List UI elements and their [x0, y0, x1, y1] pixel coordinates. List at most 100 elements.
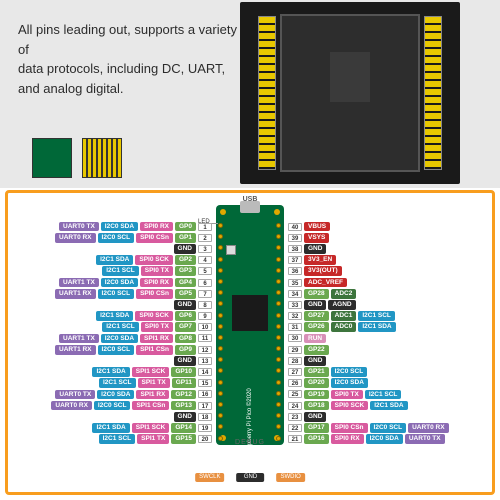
pin-row: 39VSYS — [288, 232, 488, 243]
pin-function-label: GND — [304, 300, 326, 310]
pin-function-label: SPI1 SCK — [132, 423, 170, 433]
pin-function-label: I2C1 SCL — [365, 390, 402, 400]
pin-number: 11 — [198, 334, 212, 342]
pin-function-label: GP20 — [304, 378, 329, 388]
pin-function-label: I2C0 SCL — [331, 367, 368, 377]
pin-row: UART1 RXI2C0 SCLSPI0 CSnGP57 — [12, 288, 212, 299]
pinout-diagram: USB LED Raspberry Pi Pico ©2020 UART0 TX… — [5, 190, 495, 495]
bootsel-button — [226, 245, 236, 255]
pin-function-label: AGND — [328, 300, 355, 310]
pin-number: 6 — [198, 279, 212, 287]
pin-function-label: UART1 RX — [55, 289, 96, 299]
pin-function-label: I2C0 SCL — [98, 289, 135, 299]
pin-function-label: SPI1 TX — [137, 434, 169, 444]
pin-function-label: 3V3(OUT) — [304, 266, 342, 276]
pin-function-label: SPI0 TX — [141, 322, 173, 332]
pin-number: 40 — [288, 223, 302, 231]
pin-row: 32GP27ADC1I2C1 SCL — [288, 311, 488, 322]
pin-number: 29 — [288, 346, 302, 354]
pin-number: 19 — [198, 424, 212, 432]
pin-function-label: SPI0 RX — [140, 278, 173, 288]
pin-function-label: GND — [174, 356, 196, 366]
pin-number: 27 — [288, 368, 302, 376]
pico-board: LED Raspberry Pi Pico ©2020 — [216, 205, 284, 445]
pin-function-label: UART1 RX — [55, 345, 96, 355]
pin-function-label: GP13 — [171, 401, 196, 411]
pin-function-label: SPI0 CSn — [136, 289, 173, 299]
pin-row: 29GP22 — [288, 344, 488, 355]
pin-function-label: I2C1 SDA — [358, 322, 395, 332]
pin-row: 21GP16SPI0 RXI2C0 SDAUART0 TX — [288, 434, 488, 445]
pin-function-label: UART0 TX — [405, 434, 445, 444]
pin-row: UART1 TXI2C0 SDASPI1 RXGP811 — [12, 333, 212, 344]
pin-number: 20 — [198, 435, 212, 443]
pin-function-label: I2C0 SDA — [366, 434, 403, 444]
pin-row: 25GP19SPI0 TXI2C1 SCL — [288, 389, 488, 400]
pin-number: 7 — [198, 290, 212, 298]
pin-number: 24 — [288, 402, 302, 410]
product-photo — [240, 2, 460, 184]
pin-number: 5 — [198, 267, 212, 275]
pin-function-label: GP19 — [304, 390, 329, 400]
pin-row: I2C1 SDASPI1 SCKGP1419 — [12, 422, 212, 433]
pin-function-label: SWDIO — [277, 473, 305, 482]
pin-row: UART0 RXI2C0 SCLSPI1 CSnGP1317 — [12, 400, 212, 411]
pin-row: I2C1 SDASPI0 SCKGP69 — [12, 311, 212, 322]
pin-function-label: GP26 — [304, 322, 329, 332]
pin-number: 16 — [198, 390, 212, 398]
pin-function-label: VBUS — [304, 222, 330, 232]
description-text: All pins leading out, supports a variety… — [18, 20, 248, 98]
pin-number: 1 — [198, 223, 212, 231]
pin-number: 4 — [198, 256, 212, 264]
pin-row: 34GP28ADC2 — [288, 288, 488, 299]
pin-function-label: I2C0 SDA — [101, 222, 138, 232]
pin-function-label: GND — [304, 244, 326, 254]
pin-function-label: I2C0 SDA — [331, 378, 368, 388]
pin-function-label: GP6 — [175, 311, 196, 321]
pin-number: 38 — [288, 245, 302, 253]
debug-label: DEBUG — [235, 439, 265, 446]
pin-function-label: GND — [237, 473, 265, 482]
pin-number: 8 — [198, 301, 212, 309]
pin-row: GND3 — [12, 243, 212, 254]
debug-pin: SWDIO — [277, 473, 305, 482]
pin-function-label: GP8 — [175, 334, 196, 344]
thumbnail-usb — [32, 138, 72, 178]
pin-number: 30 — [288, 334, 302, 342]
debug-pin: SWCLK — [195, 473, 224, 482]
pin-row: 38GND — [288, 243, 488, 254]
pin-function-label: GND — [174, 244, 196, 254]
pin-function-label: GND — [174, 412, 196, 422]
pin-number: 12 — [198, 346, 212, 354]
pin-function-label: UART0 RX — [51, 401, 92, 411]
pin-number: 17 — [198, 402, 212, 410]
pin-row: UART0 TXI2C0 SDASPI1 RXGP1216 — [12, 389, 212, 400]
pin-function-label: I2C0 SCL — [98, 233, 135, 243]
pin-function-label: SPI0 SCK — [331, 401, 369, 411]
pin-number: 18 — [198, 413, 212, 421]
pin-function-label: SPI1 RX — [140, 334, 173, 344]
pin-row: 35ADC_VREF — [288, 277, 488, 288]
pin-function-label: GP4 — [175, 278, 196, 288]
pin-function-label: GP3 — [175, 266, 196, 276]
pin-function-label: GND — [174, 300, 196, 310]
pin-function-label: SWCLK — [195, 473, 224, 482]
pin-number: 25 — [288, 390, 302, 398]
pin-labels-left: UART0 TXI2C0 SDASPI0 RXGP01UART0 RXI2C0 … — [12, 221, 212, 445]
pin-row: UART1 TXI2C0 SDASPI0 RXGP46 — [12, 277, 212, 288]
pin-function-label: I2C1 SDA — [370, 401, 407, 411]
pin-function-label: GP21 — [304, 367, 329, 377]
pin-function-label: 3V3_EN — [304, 255, 336, 265]
pin-function-label: GND — [304, 356, 326, 366]
pin-row: 22GP17SPI0 CSnI2C0 SCLUART0 RX — [288, 422, 488, 433]
pin-function-label: GP12 — [171, 390, 196, 400]
pin-function-label: SPI0 RX — [331, 434, 364, 444]
photo-pins-right — [424, 16, 442, 170]
pin-number: 23 — [288, 413, 302, 421]
pin-number: 10 — [198, 323, 212, 331]
mount-hole — [220, 209, 226, 215]
pin-row: I2C1 SDASPI1 SCKGP1014 — [12, 366, 212, 377]
pin-number: 35 — [288, 279, 302, 287]
pin-row: I2C1 SCLSPI0 TXGP710 — [12, 322, 212, 333]
pin-number: 22 — [288, 424, 302, 432]
